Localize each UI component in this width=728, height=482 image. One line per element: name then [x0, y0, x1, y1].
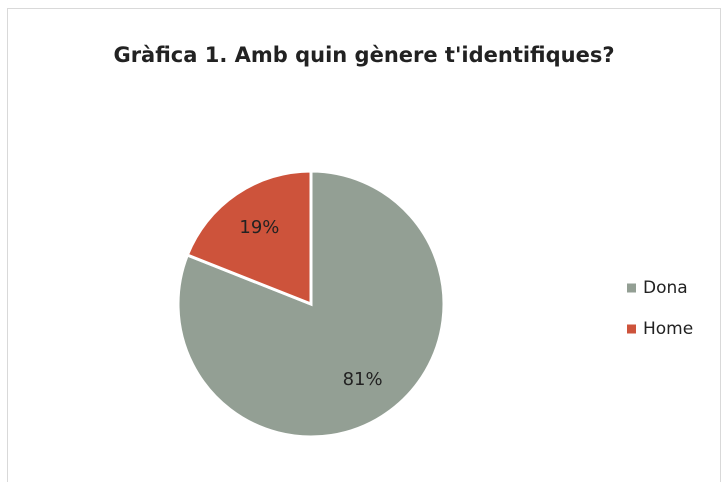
data-label: 19%	[239, 217, 279, 238]
legend-label: Home	[643, 319, 693, 339]
data-label: 81%	[343, 369, 383, 390]
chart-title: Gràfica 1. Amb quin gènere t'identifique…	[113, 43, 614, 67]
legend-swatch	[627, 324, 636, 334]
legend-label: Dona	[643, 278, 688, 298]
pie-slice	[185, 169, 313, 307]
legend-swatch	[627, 283, 636, 293]
